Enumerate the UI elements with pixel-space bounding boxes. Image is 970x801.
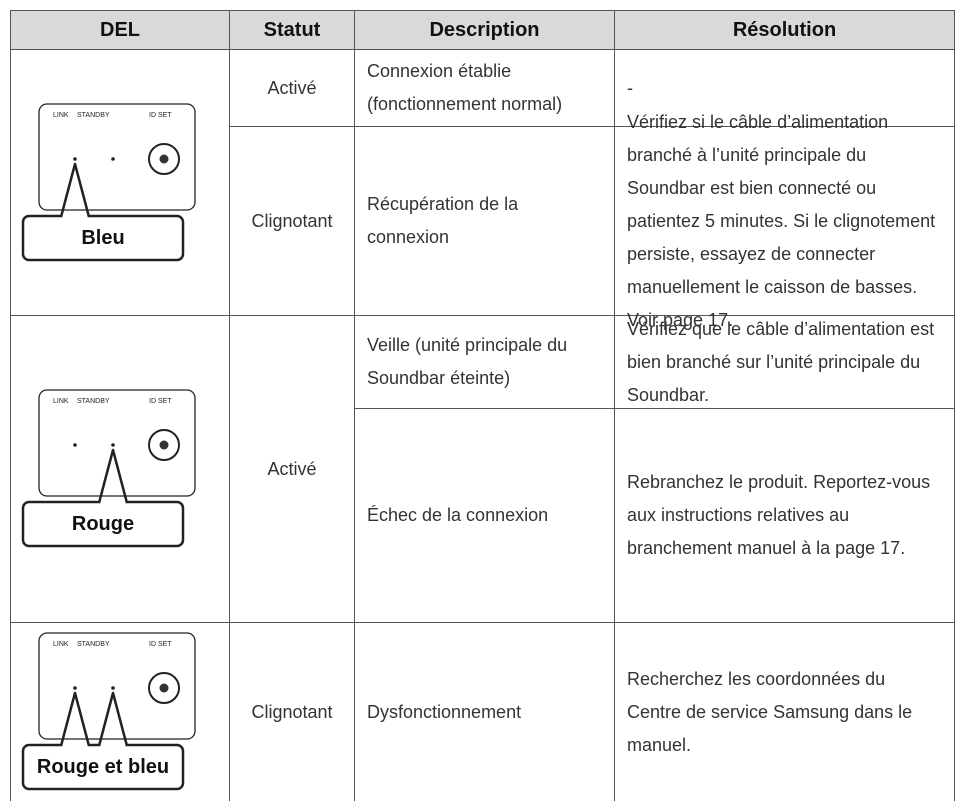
led-dot — [111, 443, 115, 447]
resolution-cell-text: Vérifiez que le câble d’alimentation est… — [627, 318, 935, 405]
panel-label: STANDBY — [77, 112, 110, 119]
description-cell-text: Dysfonctionnement — [367, 701, 522, 722]
resolution-cell-text: - — [627, 77, 633, 98]
led-color: Rouge et bleu — [37, 756, 169, 778]
led-cell: LINK STANDBY ID SET Rouge — [10, 316, 230, 623]
panel-label: STANDBY — [77, 641, 110, 648]
resolution-cell-text: Vérifiez si le câble d’alimentation bran… — [627, 111, 936, 330]
description-cell-text: Connexion établie (fonctionnement normal… — [367, 61, 563, 114]
description-cell: Échec de la connexion — [355, 409, 615, 623]
panel-label: LINK — [53, 398, 69, 405]
color-box — [21, 214, 185, 261]
header-cell-text: Description — [429, 18, 540, 41]
header-cell-text: Statut — [263, 18, 321, 41]
led-illustration: LINK STANDBY ID SET Rouge et bleu — [21, 632, 196, 791]
description-cell-text: Échec de la connexion — [367, 505, 549, 525]
button-core — [159, 154, 169, 163]
status-cell-text: Clignotant — [251, 210, 333, 231]
header-cell: Description — [355, 10, 615, 50]
panel-label: ID SET — [149, 398, 172, 405]
button-core — [159, 440, 169, 450]
resolution-cell-text: Rebranchez le produit. Reportez-vous aux… — [627, 472, 931, 558]
resolution-cell: Vérifiez que le câble d’alimentation est… — [615, 316, 955, 409]
panel-label: ID SET — [149, 641, 172, 648]
led-illustration: LINK STANDBY ID SET Rouge — [21, 389, 196, 548]
panel-label: STANDBY — [77, 398, 110, 405]
led-cell: LINK STANDBY ID SET Bleu — [10, 50, 230, 316]
resolution-cell: Rebranchez le produit. Reportez-vous aux… — [615, 409, 955, 623]
panel-label: ID SET — [149, 112, 172, 119]
description-cell: Récupération de la connexion — [355, 127, 615, 316]
panel-label: LINK — [53, 641, 69, 648]
led-dot — [73, 443, 77, 447]
status-cell: Clignotant — [230, 623, 355, 801]
description-cell-text: Veille (unité principale du Soundbar éte… — [367, 335, 568, 388]
led-illustration: LINK STANDBY ID SET Bleu — [21, 102, 196, 261]
led-dot — [73, 686, 77, 690]
header-cell: DEL — [10, 10, 230, 50]
led-dot — [111, 686, 115, 690]
button-core — [159, 683, 169, 693]
description-cell: Dysfonctionnement — [355, 623, 615, 801]
resolution-cell: - — [615, 50, 955, 127]
status-cell-text: Activé — [267, 77, 317, 98]
button — [148, 142, 180, 175]
resolution-cell: Recherchez les coordonnées du Centre de … — [615, 623, 955, 801]
status-cell-text: Activé — [267, 458, 317, 479]
panel — [38, 632, 196, 740]
resolution-cell-text: Recherchez les coordonnées du Centre de … — [627, 668, 913, 755]
status-cell-text: Clignotant — [251, 701, 333, 722]
led-cell: LINK STANDBY ID SET Rouge et bleu — [10, 623, 230, 801]
led-dot — [73, 156, 77, 161]
button — [148, 429, 180, 461]
callout — [59, 162, 91, 217]
led-color: Bleu — [81, 227, 124, 249]
header-cell-text: Résolution — [732, 18, 837, 41]
status-cell: Activé — [230, 316, 355, 623]
panel-label: LINK — [53, 112, 69, 119]
resolution-cell: Vérifiez si le câble d’alimentation bran… — [615, 112, 955, 330]
header-cell: Résolution — [615, 10, 955, 50]
callout — [97, 691, 129, 747]
led-dot — [111, 156, 115, 161]
callout — [97, 448, 129, 504]
led-color: Rouge — [72, 513, 134, 535]
header-cell: Statut — [230, 10, 355, 50]
header-cell-text: DEL — [100, 18, 140, 41]
status-cell: Clignotant — [230, 127, 355, 316]
button — [148, 672, 180, 704]
status-cell: Activé — [230, 50, 355, 127]
callout — [59, 691, 91, 747]
panel — [38, 389, 196, 497]
description-cell-text: Récupération de la connexion — [367, 194, 519, 247]
description-cell: Connexion établie (fonctionnement normal… — [355, 50, 615, 127]
panel — [38, 102, 196, 211]
description-cell: Veille (unité principale du Soundbar éte… — [355, 316, 615, 409]
